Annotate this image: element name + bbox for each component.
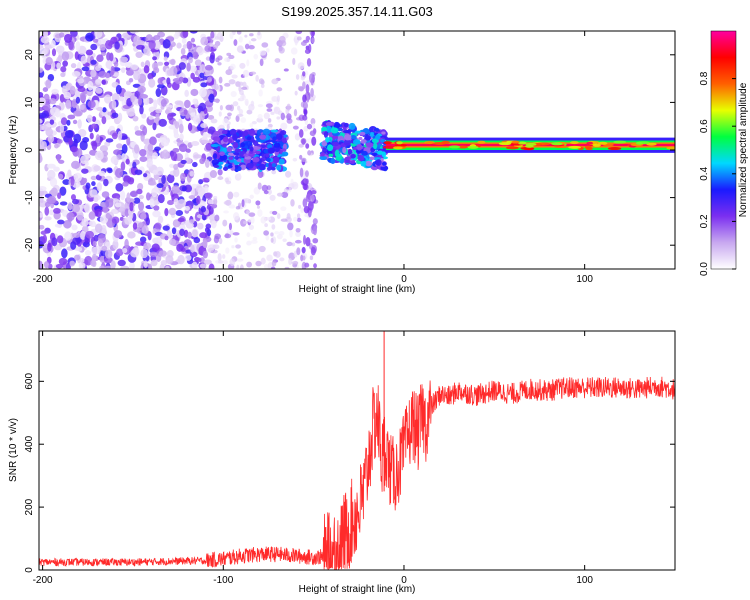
spectrogram-marks [39,31,675,269]
colorbar: 0.0 0.2 0.4 0.6 0.8 Normalized spectral ampl… [699,30,749,276]
spectrogram-x-tick-label: -100 [213,274,233,285]
snr-y-tick-label: 400 [24,435,35,452]
snr-ticks: -200 -100 0 100 0 200 400 600 [24,331,675,586]
spectrogram-y-tick-label: 10 [24,96,35,108]
snr-marks [39,331,675,570]
colorbar-tick-label: 0.8 [699,71,710,85]
colorbar-ticks: 0.0 0.2 0.4 0.6 0.8 [699,71,736,276]
spectrogram-x-tick-label: 100 [576,274,593,285]
spectrogram-x-tick-label: 0 [401,274,407,285]
snr-x-label: Height of straight line (km) [299,584,416,595]
spectrogram-region [39,31,218,269]
spectrogram-y-tick-label: -20 [24,238,35,253]
snr-y-tick-label: 200 [24,498,35,515]
spectrogram-region [210,128,289,173]
spectrogram-region [210,31,319,269]
spectrogram-x-tick-label: -200 [33,274,53,285]
snr-series-line [39,376,675,570]
snr-y-label: SNR (10 * v/v) [8,418,19,482]
colorbar-tick-label: 0.4 [699,166,710,180]
snr-x-tick-label: 100 [576,575,593,586]
colorbar-label: Normalized spectral amplitude [738,82,749,217]
snr-panel: -200 -100 0 100 0 200 400 600 Height of straigh… [8,330,676,595]
snr-frame [38,330,676,571]
snr-x-tick-label: -100 [213,575,233,586]
spectrogram-y-label: Frequency (Hz) [8,116,19,185]
colorbar-tick-label: 0.6 [699,119,710,133]
snr-x-tick-label: 0 [401,575,407,586]
spectrogram-y-tick-label: -10 [24,190,35,205]
figure-title: S199.2025.357.14.11.G03 [281,4,433,19]
snr-y-tick-label: 600 [24,373,35,390]
spectrogram-x-label: Height of straight line (km) [299,284,416,295]
colorbar-bar [710,30,737,270]
colorbar-tick-label: 0.0 [699,262,710,276]
spectrogram-y-tick-label: 0 [24,147,35,153]
spectrogram-region [319,119,389,172]
spectrogram-region [382,137,675,153]
colorbar-tick-label: 0.2 [699,214,710,228]
snr-y-tick-label: 0 [24,567,35,573]
spectrogram-y-tick-label: 20 [24,49,35,61]
snr-x-tick-label: -200 [33,575,53,586]
